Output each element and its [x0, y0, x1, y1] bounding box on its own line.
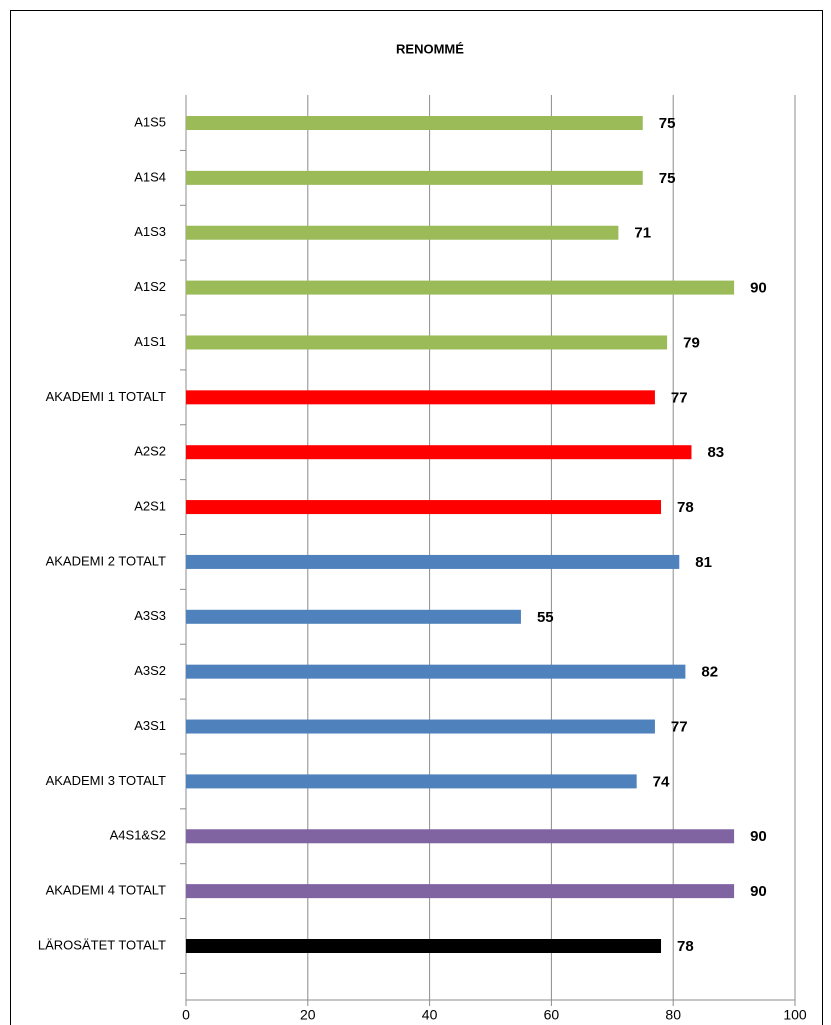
y-tick-label: A1S3: [134, 224, 166, 239]
bar: [186, 939, 662, 953]
bar: [186, 719, 655, 734]
value-label: 78: [677, 499, 694, 516]
value-label: 75: [659, 170, 676, 187]
value-label: 77: [671, 389, 688, 406]
value-label: 55: [537, 609, 554, 626]
bar: [186, 116, 643, 130]
bar: [186, 774, 637, 789]
y-tick-label: A1S4: [134, 169, 166, 184]
value-label: 90: [750, 280, 767, 297]
y-tick-label: A1S5: [134, 114, 166, 129]
value-label: 71: [634, 225, 651, 242]
value-label: 81: [695, 554, 712, 571]
bar: [186, 170, 643, 185]
y-tick-label: AKADEMI 4 TOTALT: [46, 883, 166, 898]
y-tick-label: A3S1: [134, 718, 166, 733]
bar: [186, 445, 692, 460]
value-label: 83: [707, 444, 724, 461]
value-label: 75: [659, 115, 676, 132]
bar: [186, 609, 521, 624]
bar: [186, 280, 735, 295]
y-tick-label: A3S3: [134, 608, 166, 623]
x-tick-label: 80: [665, 1007, 681, 1023]
y-tick-label: A2S2: [134, 444, 166, 459]
value-label: 74: [653, 773, 670, 790]
value-label: 90: [750, 828, 767, 845]
value-label: 90: [750, 883, 767, 900]
bar: [186, 335, 668, 350]
value-label: 79: [683, 334, 700, 351]
x-tick-label: 100: [783, 1007, 807, 1023]
y-tick-label: AKADEMI 1 TOTALT: [46, 389, 166, 404]
bar: [186, 390, 655, 405]
bar: [186, 554, 680, 569]
x-tick-label: 40: [422, 1007, 438, 1023]
value-label: 77: [671, 719, 688, 736]
bar: [186, 884, 735, 899]
bar: [186, 500, 662, 515]
y-tick-label: A1S2: [134, 279, 166, 294]
bar: [186, 664, 686, 679]
x-tick-label: 0: [182, 1007, 190, 1023]
bar: [186, 829, 735, 844]
y-tick-label: LÄROSÄTET TOTALT: [38, 937, 166, 952]
y-tick-label: A3S2: [134, 663, 166, 678]
x-tick-label: 60: [544, 1007, 560, 1023]
bar: [186, 225, 619, 240]
chart-border: [10, 10, 823, 1025]
x-tick-label: 20: [300, 1007, 316, 1023]
y-tick-label: AKADEMI 2 TOTALT: [46, 553, 166, 568]
y-tick-label: A4S1&S2: [110, 828, 166, 843]
value-label: 78: [677, 938, 694, 955]
value-label: 82: [701, 664, 718, 681]
chart-title: RENOMMÉ: [396, 41, 464, 56]
y-tick-label: AKADEMI 3 TOTALT: [46, 773, 166, 788]
y-tick-label: A1S1: [134, 334, 166, 349]
y-tick-label: A2S1: [134, 499, 166, 514]
